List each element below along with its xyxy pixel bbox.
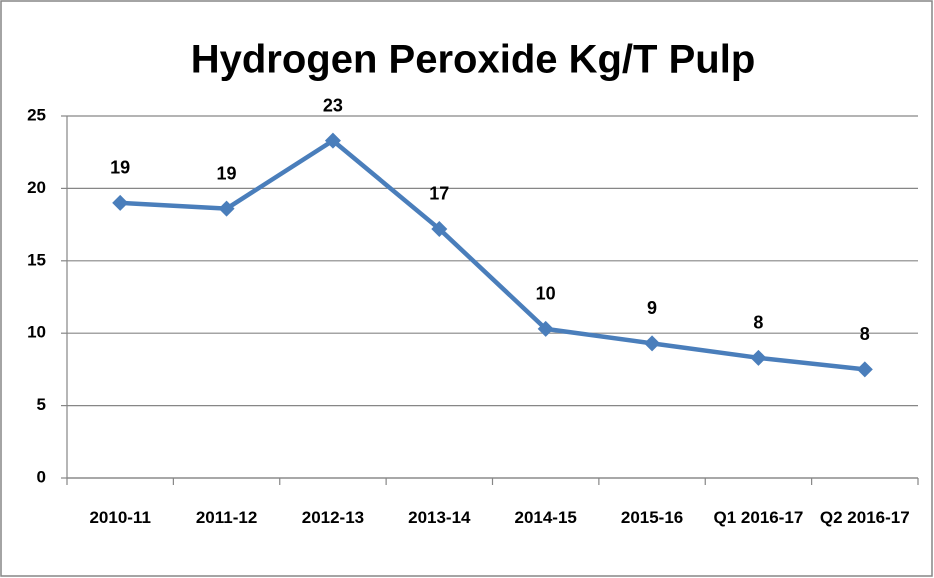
x-tick-label: 2012-13	[301, 508, 365, 527]
data-marker	[750, 349, 767, 366]
y-tick-label: 0	[37, 467, 46, 486]
chart-title: Hydrogen Peroxide Kg/T Pulp	[191, 38, 756, 82]
data-label: 19	[110, 158, 130, 178]
x-tick-label: 2013-14	[408, 508, 471, 527]
y-tick-label: 20	[27, 178, 46, 197]
x-tick-label: 2010-11	[89, 508, 151, 527]
data-marker	[856, 361, 873, 378]
x-tick-label: Q2 2016-17	[819, 508, 910, 527]
x-tick-label: Q1 2016-17	[713, 508, 804, 527]
data-label: 19	[217, 163, 237, 183]
y-tick-label: 5	[37, 395, 46, 414]
data-marker	[112, 194, 129, 211]
data-label: 8	[753, 313, 763, 333]
data-line	[120, 138, 866, 372]
data-label: 17	[429, 184, 449, 204]
data-label: 9	[647, 298, 657, 318]
data-label: 10	[536, 284, 556, 304]
data-marker	[218, 200, 235, 217]
data-label: 8	[860, 324, 870, 344]
y-tick-label: 10	[27, 323, 46, 342]
x-tick-label: 2014-15	[514, 508, 577, 527]
data-marker	[537, 320, 554, 337]
y-tick-label: 25	[27, 105, 46, 124]
data-marker	[644, 335, 661, 352]
x-tick-label: 2011-12	[195, 508, 258, 527]
data-marker	[431, 220, 448, 237]
x-tick-label: 2015-16	[620, 508, 684, 527]
y-tick-label: 15	[27, 250, 46, 269]
data-marker	[324, 132, 341, 149]
data-label: 23	[323, 95, 343, 115]
